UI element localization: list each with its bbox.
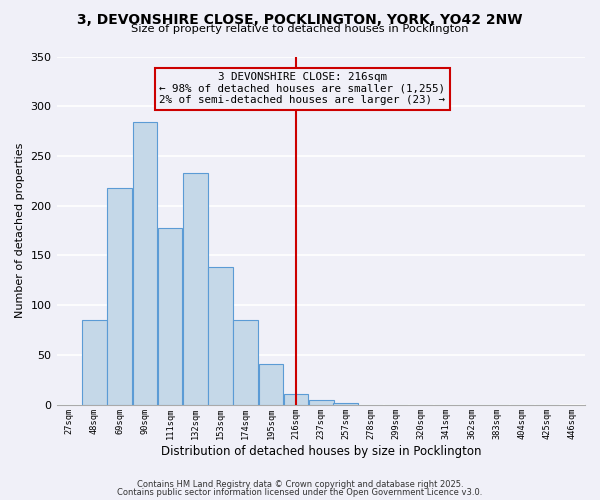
Bar — [259, 364, 283, 405]
Bar — [333, 402, 358, 404]
Text: 3, DEVONSHIRE CLOSE, POCKLINGTON, YORK, YO42 2NW: 3, DEVONSHIRE CLOSE, POCKLINGTON, YORK, … — [77, 12, 523, 26]
Bar — [233, 320, 258, 404]
Y-axis label: Number of detached properties: Number of detached properties — [15, 143, 25, 318]
Bar — [284, 394, 308, 404]
Bar — [309, 400, 334, 404]
Bar — [158, 228, 182, 404]
Text: Size of property relative to detached houses in Pocklington: Size of property relative to detached ho… — [131, 24, 469, 34]
Bar — [107, 188, 132, 404]
Bar — [208, 268, 233, 404]
Bar — [183, 173, 208, 404]
Bar — [133, 122, 157, 405]
Text: Contains HM Land Registry data © Crown copyright and database right 2025.: Contains HM Land Registry data © Crown c… — [137, 480, 463, 489]
Bar — [82, 320, 107, 404]
Text: Contains public sector information licensed under the Open Government Licence v3: Contains public sector information licen… — [118, 488, 482, 497]
X-axis label: Distribution of detached houses by size in Pocklington: Distribution of detached houses by size … — [161, 444, 481, 458]
Text: 3 DEVONSHIRE CLOSE: 216sqm
← 98% of detached houses are smaller (1,255)
2% of se: 3 DEVONSHIRE CLOSE: 216sqm ← 98% of deta… — [159, 72, 445, 106]
